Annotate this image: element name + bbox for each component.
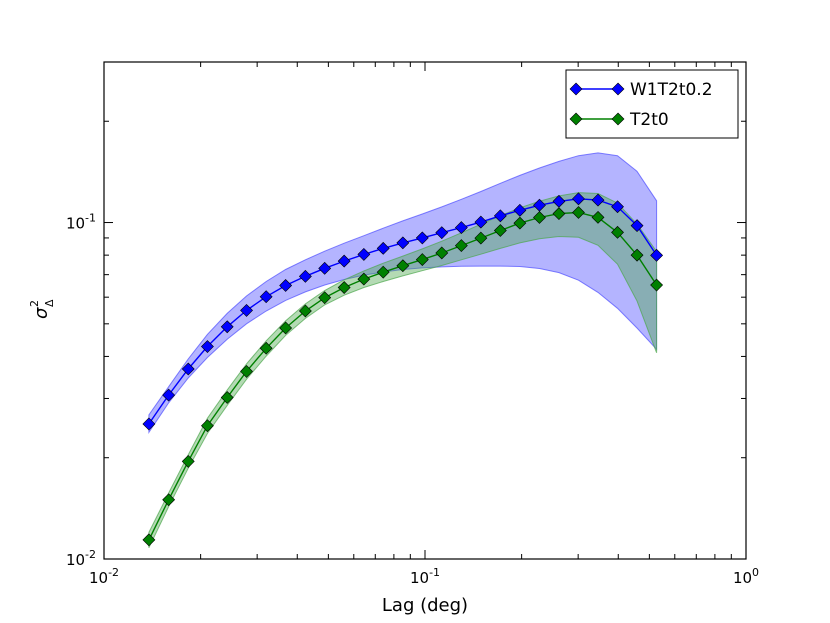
data-point-w1t2t0-2 <box>396 236 410 250</box>
data-point-t2t0 <box>533 211 546 224</box>
data-point-w1t2t0-2 <box>201 340 214 353</box>
data-point-w1t2t0-2 <box>435 226 449 240</box>
data-point-t2t0 <box>259 341 273 355</box>
y-axis-label: σ 2 Δ <box>28 299 56 319</box>
data-point-t2t0 <box>454 239 468 253</box>
data-point-w1t2t0-2 <box>591 193 605 207</box>
data-point-t2t0 <box>650 278 664 292</box>
data-point-t2t0 <box>493 224 507 237</box>
data-point-w1t2t0-2 <box>220 320 234 334</box>
data-point-w1t2t0-2 <box>572 192 585 206</box>
data-point-t2t0 <box>181 454 195 468</box>
data-point-w1t2t0-2 <box>259 290 273 304</box>
data-point-w1t2t0-2 <box>142 417 156 431</box>
legend-label-t2t0: T2t0 <box>629 110 669 130</box>
axis-tick-labels: 10-2 10-1 100 10-2 10-1 <box>66 212 759 587</box>
data-point-w1t2t0-2 <box>357 247 371 261</box>
data-point-t2t0 <box>415 253 429 267</box>
data-point-w1t2t0-2 <box>240 304 253 317</box>
x-tick-label: 10-2 <box>89 566 119 587</box>
data-point-t2t0 <box>318 291 332 305</box>
legend: W1T2t0.2 T2t0 <box>565 69 739 139</box>
legend-marker-w1t2t0-2 <box>611 82 625 96</box>
data-point-w1t2t0-2 <box>279 279 293 292</box>
legend-marker-w1t2t0-2 <box>569 82 583 96</box>
data-point-w1t2t0-2 <box>630 219 644 233</box>
legend-marker-t2t0 <box>611 112 625 126</box>
data-point-w1t2t0-2 <box>454 221 468 235</box>
data-point-w1t2t0-2 <box>162 388 176 402</box>
y-axis-label-sub: Δ <box>43 299 56 307</box>
axis-ticks <box>103 61 747 560</box>
data-point-w1t2t0-2 <box>513 203 527 217</box>
data-point-t2t0 <box>220 391 234 404</box>
data-point-t2t0 <box>279 321 293 335</box>
data-point-t2t0 <box>337 281 351 294</box>
data-point-t2t0 <box>357 272 371 286</box>
data-point-t2t0 <box>611 225 624 239</box>
data-point-w1t2t0-2 <box>650 248 664 262</box>
y-tick-label: 10-2 <box>66 548 96 569</box>
y-tick-label: 10-1 <box>66 212 96 233</box>
data-point-w1t2t0-2 <box>298 269 312 283</box>
legend-box <box>565 69 739 139</box>
data-point-t2t0 <box>201 419 214 433</box>
data-point-t2t0 <box>630 248 644 262</box>
data-point-t2t0 <box>552 207 566 221</box>
x-tick-label: 10-1 <box>410 566 440 587</box>
data-point-t2t0 <box>591 210 605 224</box>
x-axis-label: Lag (deg) <box>382 595 468 616</box>
data-point-t2t0 <box>572 206 585 219</box>
data-point-w1t2t0-2 <box>337 254 351 268</box>
y-axis-label-base: σ <box>31 307 52 319</box>
data-point-t2t0 <box>376 265 390 279</box>
series-markers <box>142 192 664 547</box>
legend-marker-t2t0 <box>569 112 583 126</box>
x-tick-label: 100 <box>733 566 759 587</box>
data-point-w1t2t0-2 <box>611 200 624 214</box>
data-point-t2t0 <box>513 216 527 230</box>
data-point-t2t0 <box>142 533 156 547</box>
data-point-t2t0 <box>435 246 449 260</box>
data-point-w1t2t0-2 <box>181 362 195 376</box>
data-point-t2t0 <box>474 231 488 245</box>
data-point-w1t2t0-2 <box>474 215 488 229</box>
data-point-t2t0 <box>162 493 176 507</box>
data-point-t2t0 <box>298 304 312 318</box>
data-point-t2t0 <box>240 364 253 378</box>
y-axis-label-sup: 2 <box>28 300 41 307</box>
data-point-w1t2t0-2 <box>415 231 429 245</box>
data-point-w1t2t0-2 <box>376 241 390 255</box>
data-point-w1t2t0-2 <box>318 261 332 275</box>
data-point-t2t0 <box>396 259 410 273</box>
legend-label-w1t2t0-2: W1T2t0.2 <box>630 80 713 100</box>
data-point-w1t2t0-2 <box>493 209 507 223</box>
